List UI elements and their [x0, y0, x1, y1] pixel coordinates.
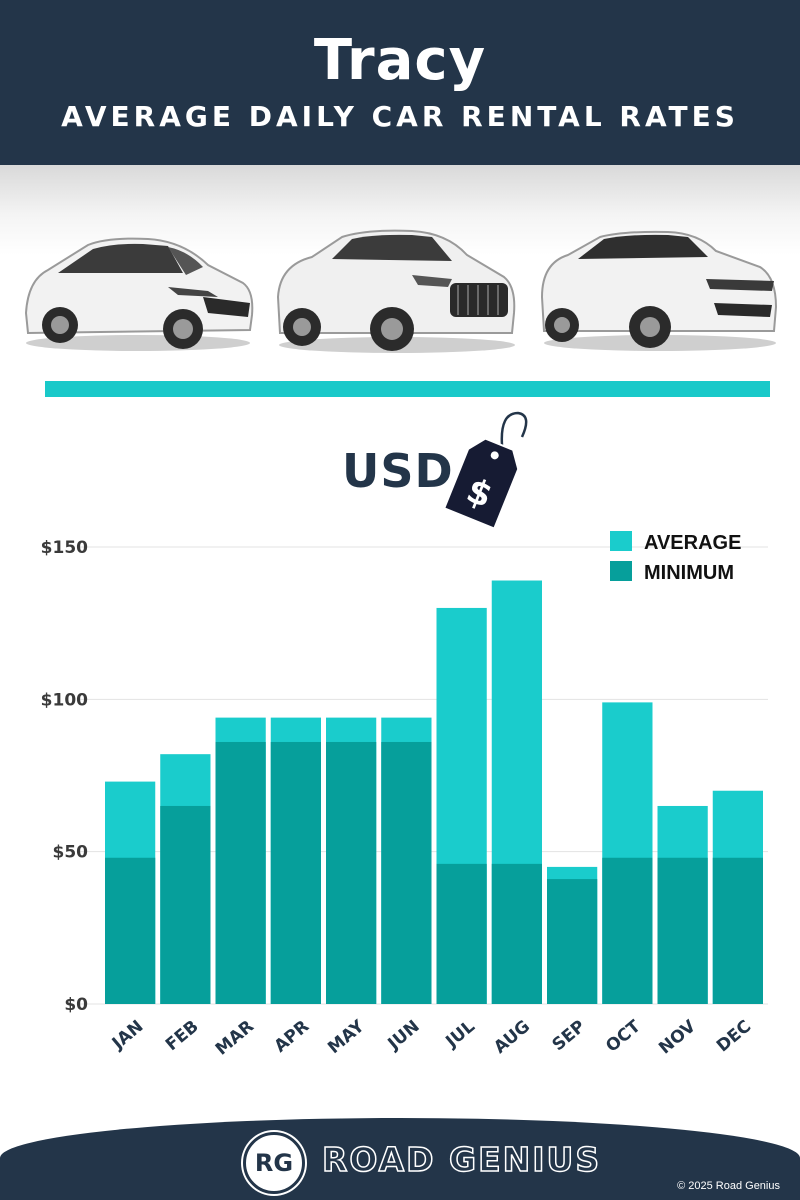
footer-banner — [0, 1118, 800, 1200]
y-tick-label: $50 — [53, 843, 89, 863]
x-tick-label: JUL — [441, 1016, 478, 1052]
bar-minimum — [712, 857, 763, 1004]
accent-divider — [45, 381, 770, 397]
x-tick-label: APR — [271, 1017, 314, 1057]
x-tick-label: DEC — [713, 1017, 755, 1057]
currency-label: USD — [342, 444, 454, 498]
bar-minimum — [381, 741, 432, 1004]
bar-minimum — [602, 857, 653, 1004]
x-tick-label: OCT — [602, 1016, 645, 1056]
brand-name: ROAD GENIUS — [321, 1139, 602, 1180]
luxury-suv-car-image — [540, 230, 778, 351]
y-tick-label: $150 — [41, 538, 88, 558]
bar-minimum — [491, 863, 542, 1004]
suv-car-image — [276, 229, 516, 353]
rental-rate-chart: $0 $50 $100 $150 JAN FEB MAR APR MAY JUN JUL AUG SEP… — [41, 531, 768, 1060]
bar-minimum — [105, 857, 156, 1004]
price-tag-icon: $ — [442, 411, 528, 530]
x-tick-label: AUG — [490, 1017, 534, 1058]
legend-label: AVERAGE — [644, 532, 741, 554]
x-tick-label: FEB — [162, 1017, 203, 1056]
bar-minimum — [547, 879, 598, 1004]
bar-minimum — [657, 857, 708, 1004]
x-tick-label: NOV — [655, 1016, 700, 1058]
x-tick-label: MAR — [212, 1017, 258, 1060]
y-tick-label: $0 — [64, 995, 88, 1015]
x-tick-label: JAN — [108, 1017, 147, 1055]
legend-swatch — [610, 531, 632, 551]
x-tick-label: JUN — [384, 1017, 424, 1055]
brand-logo: RG — [243, 1132, 305, 1194]
brand-logo-text: RG — [254, 1149, 294, 1177]
page-title: Tracy — [313, 28, 487, 93]
car-images-strip — [0, 165, 800, 365]
bar-minimum — [160, 805, 211, 1004]
legend-swatch — [610, 561, 632, 581]
x-tick-label: SEP — [549, 1017, 590, 1056]
copyright-text: © 2025 Road Genius — [677, 1180, 780, 1192]
bar-minimum — [270, 741, 321, 1004]
page-subtitle: AVERAGE DAILY CAR RENTAL RATES — [61, 100, 739, 133]
legend-label: MINIMUM — [644, 562, 734, 584]
bar-minimum — [215, 741, 266, 1004]
header-banner: Tracy AVERAGE DAILY CAR RENTAL RATES — [0, 0, 800, 165]
x-tick-label: MAY — [324, 1016, 369, 1058]
y-tick-label: $100 — [41, 690, 88, 710]
hatchback-car-image — [24, 237, 254, 351]
bar-minimum — [436, 863, 487, 1004]
bar-minimum — [326, 741, 377, 1004]
